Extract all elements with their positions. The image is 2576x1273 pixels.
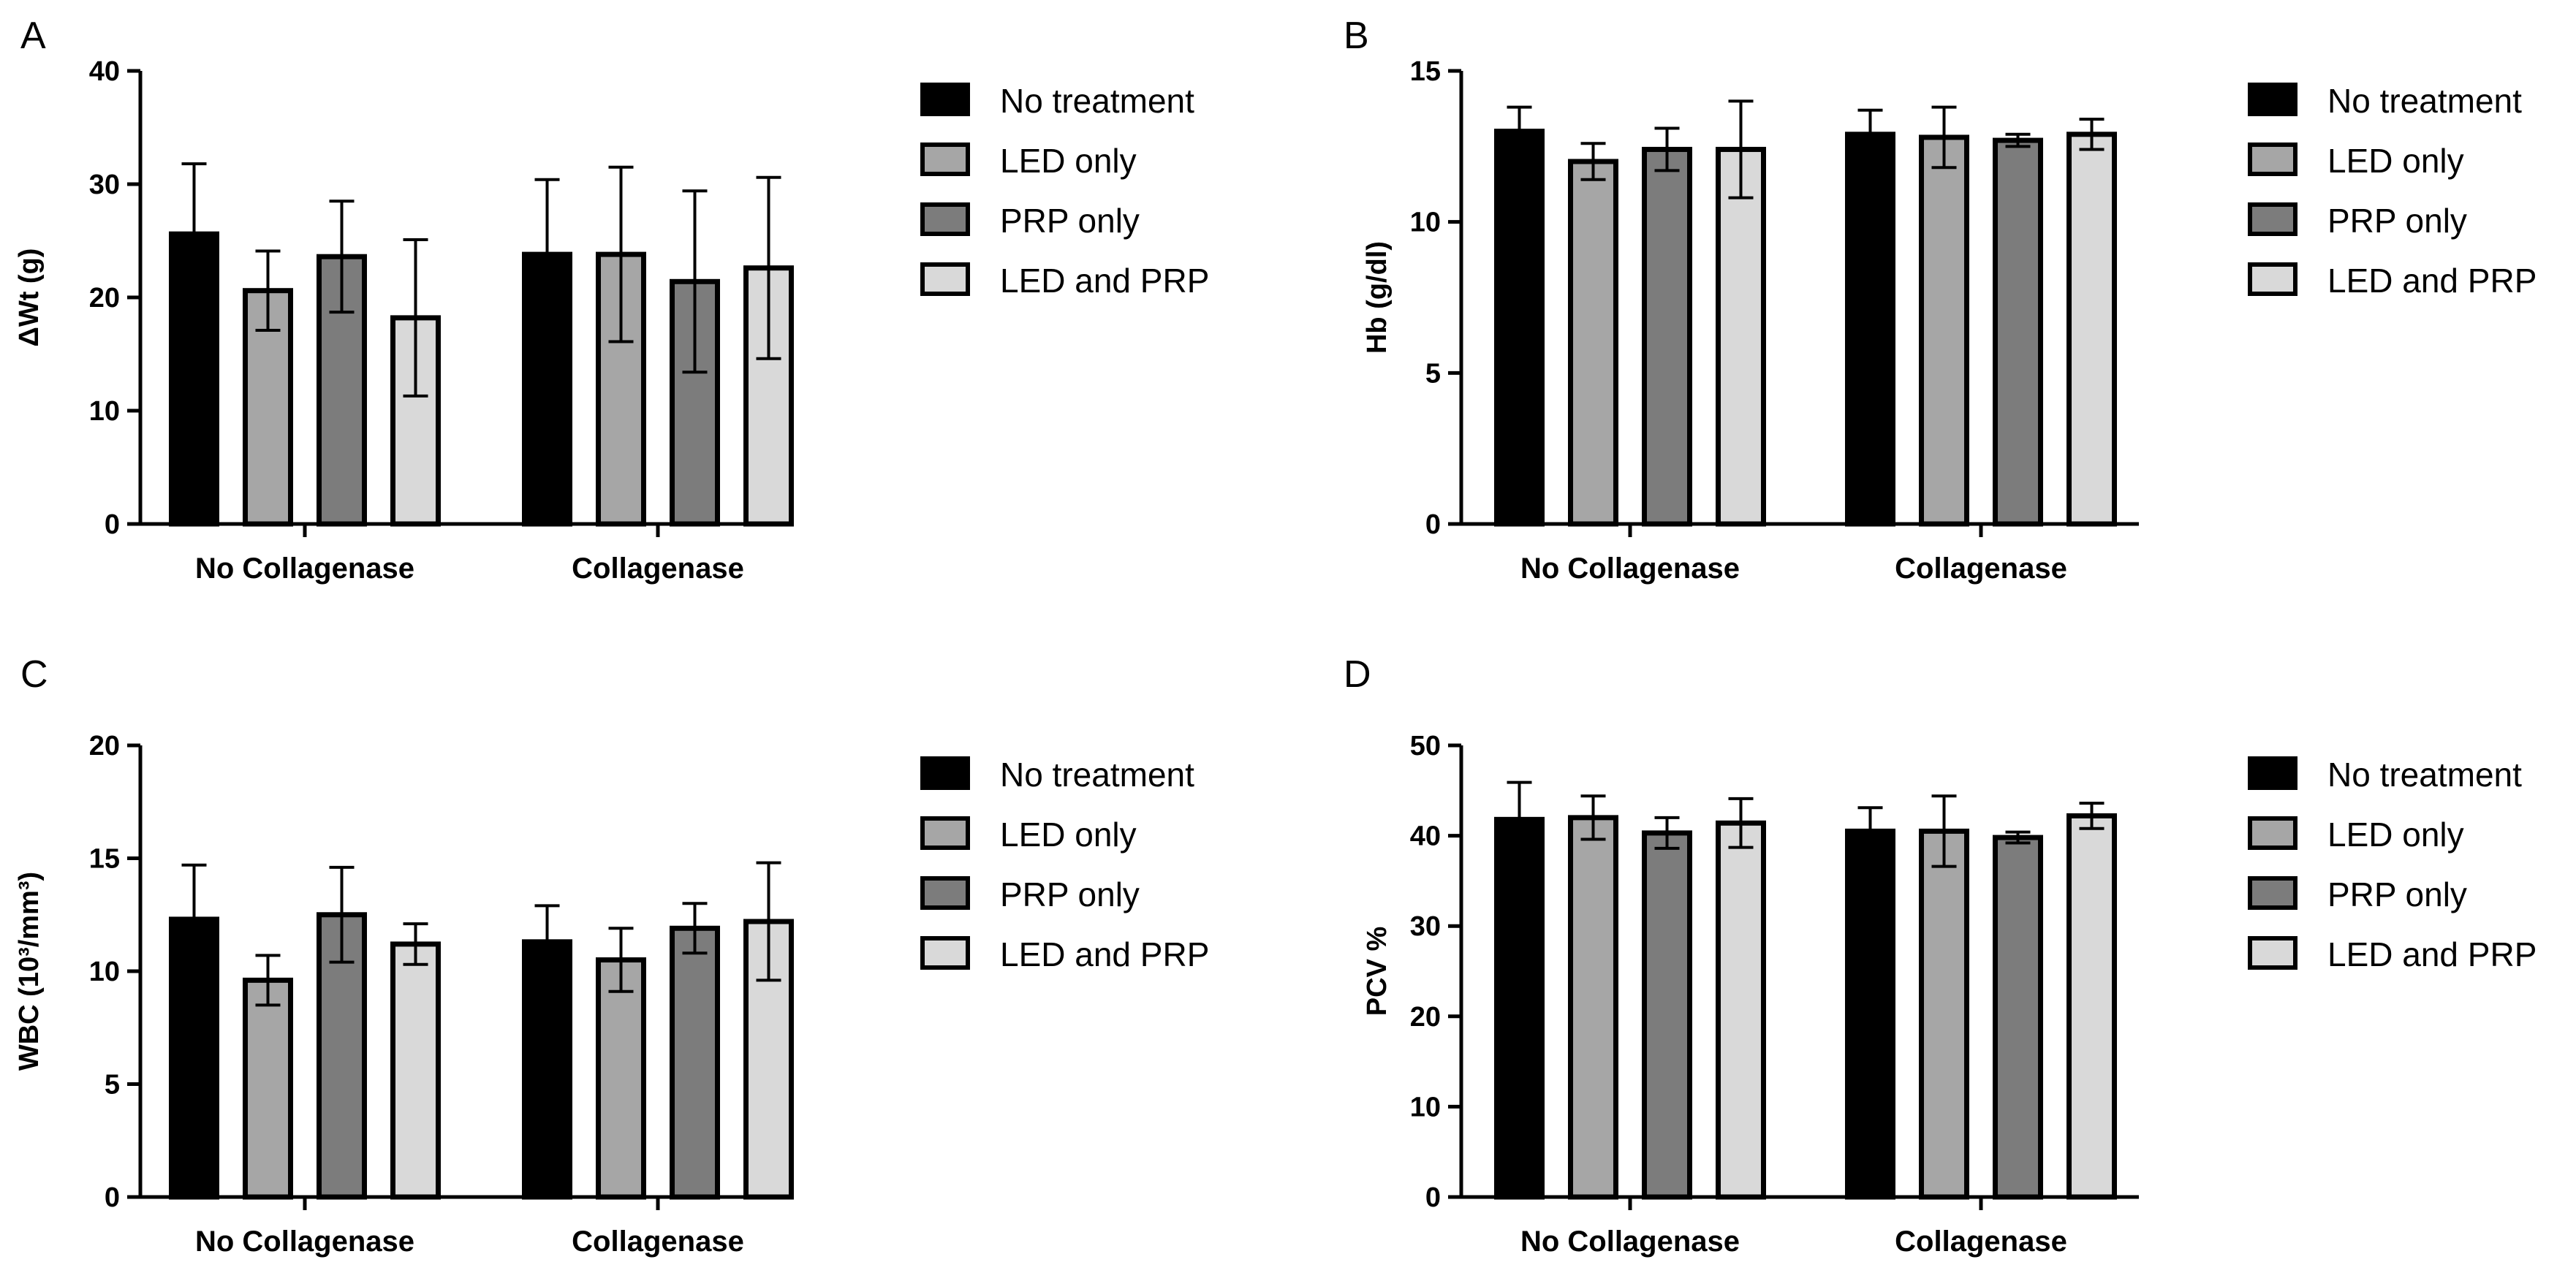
legend-label: PRP only [1000, 202, 1140, 240]
x-category-label: No Collagenase [1520, 1226, 1740, 1258]
legend-swatch [920, 756, 970, 790]
panel-c: C 0 5 10 15 20 No Collagenase Collagenase WBC (1… [14, 653, 1209, 1258]
legend-label: LED only [2327, 816, 2464, 854]
panel-b: B 0 5 10 15 No Collagenase Collagenase Hb (g/dl… [1344, 15, 2537, 585]
bar [1716, 820, 1766, 1200]
legend-label: LED only [2327, 142, 2464, 180]
bar [243, 977, 293, 1200]
y-tick-label: 30 [1410, 911, 1441, 942]
panel-letter: B [1344, 15, 1369, 57]
y-tick-label: 5 [105, 1070, 120, 1101]
y-axis-title: WBC (10³/mm³) [14, 872, 45, 1071]
y-tick-label: 40 [1410, 821, 1441, 852]
bar [1642, 830, 1692, 1200]
bar [2067, 813, 2117, 1200]
legend-swatch [2248, 262, 2297, 296]
bar [596, 957, 646, 1200]
y-tick-label: 20 [89, 731, 120, 761]
panel-letter: A [20, 15, 46, 57]
y-tick-label: 5 [1425, 358, 1441, 389]
y-axis-title: PCV % [1362, 927, 1393, 1016]
legend-label: No treatment [1000, 756, 1194, 794]
y-tick-label: 30 [89, 170, 120, 200]
y-tick-label: 15 [89, 844, 120, 875]
panel-d: D 0 10 20 30 40 50 No Collagenase Collagenase PCV… [1344, 653, 2537, 1258]
x-category-label: Collagenase [1895, 1226, 2067, 1258]
bar [670, 925, 720, 1200]
y-tick-label: 50 [1410, 731, 1441, 761]
legend-label: PRP only [2327, 875, 2467, 913]
bar [1568, 815, 1618, 1200]
legend-label: LED only [1000, 142, 1137, 180]
legend-label: PRP only [2327, 202, 2467, 240]
bar [1845, 828, 1895, 1200]
legend-swatch [920, 816, 970, 850]
x-category-label: Collagenase [572, 552, 744, 585]
legend-swatch [920, 936, 970, 970]
bar [1494, 129, 1545, 527]
y-tick-label: 0 [1425, 1182, 1441, 1213]
bar [1568, 159, 1618, 527]
bar [1494, 816, 1545, 1200]
y-axis-title: ΔWt (g) [14, 248, 45, 347]
y-tick-label: 15 [1410, 56, 1441, 87]
legend-swatch [920, 202, 970, 236]
bar [1993, 137, 2043, 527]
bar [390, 941, 441, 1200]
y-tick-label: 10 [1410, 1092, 1441, 1122]
legend-swatch [920, 83, 970, 116]
legend-label: No treatment [2327, 756, 2522, 794]
y-axis-title: Hb (g/dl) [1362, 241, 1393, 354]
legend-swatch [2248, 142, 2297, 176]
y-tick-label: 0 [105, 509, 120, 540]
y-tick-label: 0 [105, 1182, 120, 1213]
legend-label: LED and PRP [2327, 935, 2537, 973]
y-tick-label: 10 [89, 396, 120, 427]
panel-letter: D [1344, 653, 1371, 696]
y-tick-label: 10 [89, 957, 120, 987]
bar [1919, 828, 1969, 1200]
bar [1993, 835, 2043, 1200]
legend-label: PRP only [1000, 875, 1140, 913]
legend-label: LED and PRP [2327, 262, 2537, 300]
x-category-label: No Collagenase [195, 1226, 414, 1258]
bar [522, 939, 572, 1200]
panel-a: A 0 10 20 30 40 No Collagenase Collagenase ΔWt (… [14, 15, 1209, 585]
legend-label: No treatment [2327, 82, 2522, 120]
bar [1716, 146, 1766, 527]
panel-letter: C [20, 653, 48, 696]
legend-label: LED and PRP [1000, 262, 1209, 300]
x-category-label: Collagenase [1895, 552, 2067, 585]
y-tick-label: 20 [1410, 1002, 1441, 1033]
legend-swatch [920, 876, 970, 910]
legend-swatch [2248, 936, 2297, 970]
bar [1845, 132, 1895, 527]
bar [1919, 134, 1969, 527]
legend-swatch [2248, 83, 2297, 116]
legend-label: LED only [1000, 816, 1137, 854]
bar [1642, 146, 1692, 527]
legend-swatch [920, 262, 970, 296]
legend-swatch [2248, 756, 2297, 790]
x-category-label: No Collagenase [195, 552, 414, 585]
legend-swatch [2248, 816, 2297, 850]
bar [2067, 132, 2117, 527]
legend-swatch [920, 142, 970, 176]
y-tick-label: 10 [1410, 208, 1441, 238]
y-tick-label: 40 [89, 56, 120, 87]
legend-label: LED and PRP [1000, 935, 1209, 973]
x-category-label: Collagenase [572, 1226, 744, 1258]
y-tick-label: 20 [89, 283, 120, 314]
legend-swatch [2248, 202, 2297, 236]
y-tick-label: 0 [1425, 509, 1441, 540]
legend-label: No treatment [1000, 82, 1194, 120]
legend-swatch [2248, 876, 2297, 910]
x-category-label: No Collagenase [1520, 552, 1740, 585]
